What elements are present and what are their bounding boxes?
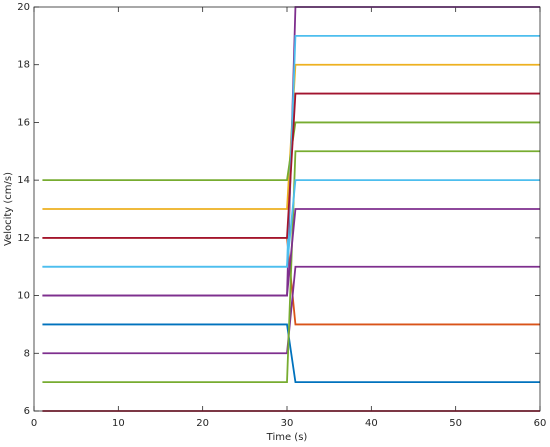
series-line [42, 92, 540, 239]
x-tick-label: 10 [112, 418, 125, 429]
series-line [42, 150, 540, 384]
y-tick-label: 6 [24, 406, 30, 417]
x-tick-label: 0 [31, 418, 37, 429]
x-tick-label: 60 [534, 418, 547, 429]
x-tick-label: 50 [449, 418, 462, 429]
series-line [42, 208, 540, 297]
y-tick-label: 16 [17, 117, 30, 128]
x-tick-label: 40 [365, 418, 378, 429]
y-tick-label: 12 [17, 233, 30, 244]
y-tick-label: 14 [17, 175, 30, 186]
y-tick-label: 8 [24, 348, 30, 359]
x-axis-label: Time (s) [266, 432, 308, 443]
x-tick-label: 20 [196, 418, 209, 429]
series-line [42, 323, 540, 384]
axes-box [33, 6, 541, 412]
y-axis-label: Velocity (cm/s) [3, 172, 14, 246]
series-line [42, 179, 540, 268]
y-tick-label: 10 [17, 291, 30, 302]
series-line [42, 265, 540, 355]
x-tick-label: 30 [281, 418, 294, 429]
y-tick-label: 18 [17, 60, 30, 71]
y-tick-label: 20 [17, 2, 30, 13]
